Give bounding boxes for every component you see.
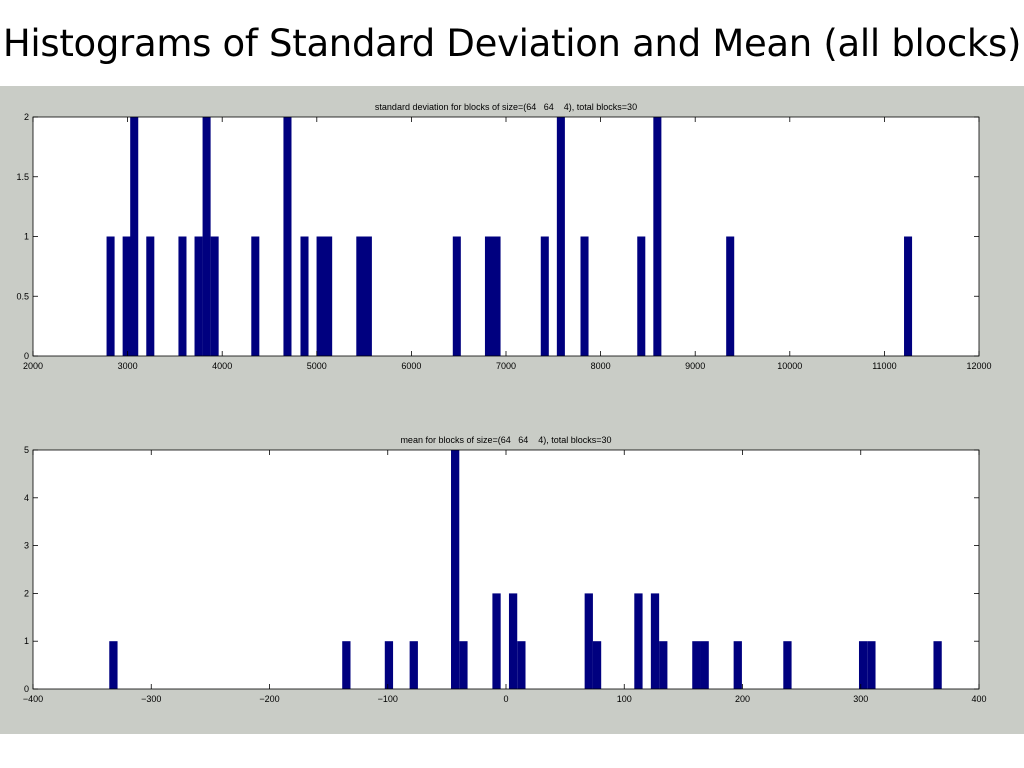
mean-histogram-bar xyxy=(933,641,942,689)
std-histogram-bar xyxy=(452,236,461,356)
std-x-tick-label: 3000 xyxy=(118,361,138,371)
mean-y-tick-label: 4 xyxy=(24,493,29,503)
std-x-tick-label: 4000 xyxy=(212,361,232,371)
std-histogram-bar xyxy=(210,236,219,356)
mean-histogram-bar xyxy=(867,641,876,689)
mean-x-tick-label: −400 xyxy=(23,694,43,704)
std-histogram-bar xyxy=(492,236,501,356)
std-y-tick-label: 0.5 xyxy=(16,291,29,301)
std-histogram-bar xyxy=(637,236,646,356)
mean-histogram-bar xyxy=(733,641,742,689)
std-histogram-bar xyxy=(580,236,589,356)
mean-histogram-bar xyxy=(783,641,792,689)
std-histogram-bar xyxy=(122,236,131,356)
std-histogram-bar xyxy=(363,236,372,356)
std-histogram-bar xyxy=(146,236,155,356)
mean-x-tick-label: 100 xyxy=(617,694,632,704)
std-histogram-bar xyxy=(484,236,493,356)
mean-histogram-bar xyxy=(634,593,643,689)
mean-histogram-bar xyxy=(492,593,501,689)
mean-y-tick-label: 2 xyxy=(24,588,29,598)
std-histogram-bar xyxy=(556,117,565,356)
std-x-tick-label: 12000 xyxy=(966,361,991,371)
std-x-tick-label: 7000 xyxy=(496,361,516,371)
mean-plot-title: mean for blocks of size=(64 64 4), total… xyxy=(400,435,611,445)
mean-y-tick-label: 1 xyxy=(24,636,29,646)
mean-histogram-bar xyxy=(592,641,602,689)
std-y-tick-label: 1 xyxy=(24,232,29,242)
mean-histogram-bar xyxy=(459,641,468,689)
std-histogram-bar xyxy=(283,117,292,356)
histogram-figure: 2000 3000 4000 5000 6000 7000 8000 9000 10000 110… xyxy=(16,102,991,704)
std-histogram-bar xyxy=(356,236,365,356)
mean-x-tick-label: 0 xyxy=(503,694,508,704)
std-histogram-bar xyxy=(251,236,260,356)
mean-histogram-bar xyxy=(650,593,660,689)
std-histogram-bar xyxy=(300,236,309,356)
std-plot-area xyxy=(33,117,979,356)
mean-histogram-bar xyxy=(517,641,526,689)
mean-x-tick-label: 300 xyxy=(853,694,868,704)
std-histogram-bar xyxy=(194,236,203,356)
mean-x-tick-label: 400 xyxy=(971,694,986,704)
mean-histogram-bar xyxy=(409,641,418,689)
mean-histogram-bar xyxy=(858,641,868,689)
std-histogram-bar xyxy=(178,236,187,356)
mean-plot-area xyxy=(33,450,979,689)
std-x-tick-label: 2000 xyxy=(23,361,43,371)
std-x-tick-label: 9000 xyxy=(685,361,705,371)
mean-histogram-bar xyxy=(451,450,460,689)
std-histogram: 2000 3000 4000 5000 6000 7000 8000 9000 10000 110… xyxy=(16,102,991,371)
mean-histogram-bar xyxy=(692,641,701,689)
std-x-tick-label: 11000 xyxy=(872,361,896,371)
mean-y-tick-label: 3 xyxy=(24,541,29,551)
std-histogram-bar xyxy=(316,236,325,356)
mean-y-tick-label: 5 xyxy=(24,445,29,455)
std-histogram-bar xyxy=(324,236,333,356)
std-histogram-bar xyxy=(540,236,549,356)
std-x-tick-label: 10000 xyxy=(777,361,802,371)
mean-y-tick-label: 0 xyxy=(24,684,29,694)
std-histogram-bar xyxy=(202,117,211,356)
mean-x-tick-label: −200 xyxy=(259,694,279,704)
std-x-tick-label: 5000 xyxy=(307,361,327,371)
mean-histogram-bar xyxy=(342,641,351,689)
mean-histogram-bar xyxy=(584,593,593,689)
std-histogram-bar xyxy=(726,236,735,356)
std-x-tick-label: 6000 xyxy=(401,361,421,371)
mean-histogram-bar xyxy=(700,641,709,689)
mean-x-tick-label: −100 xyxy=(378,694,398,704)
mean-histogram-bar xyxy=(659,641,668,689)
std-histogram-bar xyxy=(106,236,115,356)
slide-title: Histograms of Standard Deviation and Mea… xyxy=(2,22,1022,65)
mean-histogram-bar xyxy=(109,641,118,689)
mean-x-tick-label: 200 xyxy=(735,694,750,704)
std-histogram-bar xyxy=(904,236,913,356)
mean-histogram-bar xyxy=(384,641,394,689)
std-plot-title: standard deviation for blocks of size=(6… xyxy=(375,102,637,112)
mean-histogram: −400 −300 −200 −100 0 100 200 300 400 0 1 2 3 4 5 mean … xyxy=(23,435,987,704)
mean-histogram-bar xyxy=(508,593,518,689)
std-x-tick-label: 8000 xyxy=(591,361,611,371)
matlab-figure-panel: 2000 3000 4000 5000 6000 7000 8000 9000 10000 110… xyxy=(0,86,1024,734)
std-y-tick-label: 0 xyxy=(24,351,29,361)
std-histogram-bar xyxy=(653,117,662,356)
mean-x-tick-label: −300 xyxy=(141,694,161,704)
std-histogram-bar xyxy=(130,117,139,356)
std-y-tick-label: 2 xyxy=(24,112,29,122)
std-y-tick-label: 1.5 xyxy=(16,172,29,182)
